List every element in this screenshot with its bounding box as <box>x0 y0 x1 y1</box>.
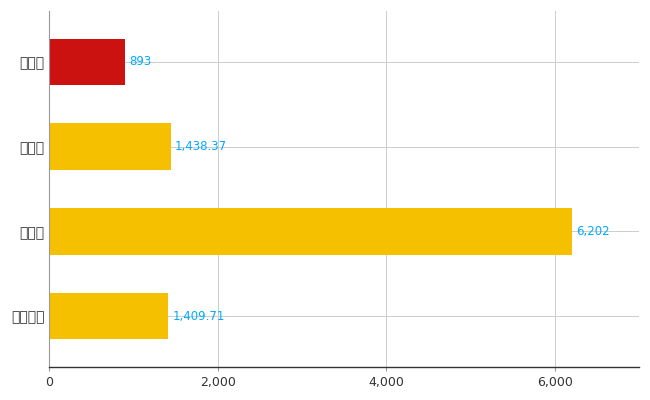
Bar <box>49 123 170 170</box>
Text: 1,438.37: 1,438.37 <box>175 140 227 153</box>
Text: 6,202: 6,202 <box>576 225 610 238</box>
Text: 1,409.71: 1,409.71 <box>172 310 225 322</box>
Text: 893: 893 <box>129 56 151 68</box>
Bar <box>49 39 125 85</box>
Bar <box>49 293 168 339</box>
Bar <box>49 208 572 255</box>
